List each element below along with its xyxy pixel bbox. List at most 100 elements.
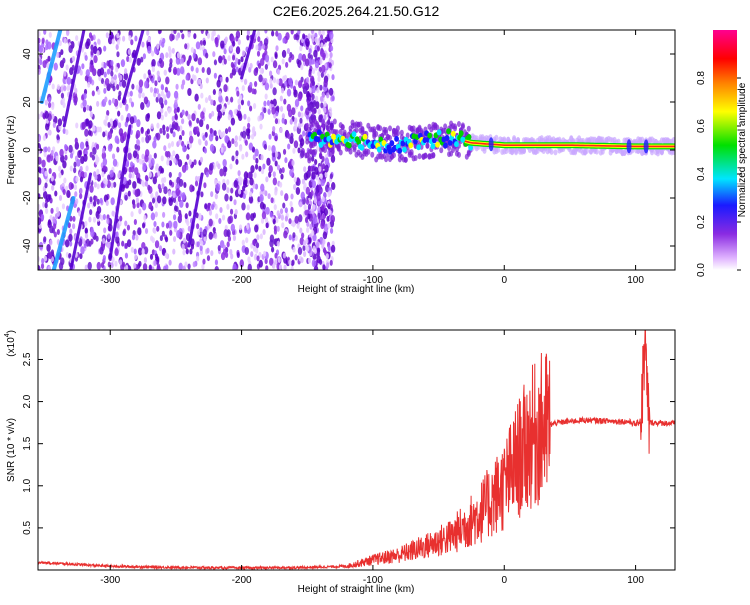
spectrogram-noise-cell — [136, 202, 140, 209]
spectrogram-noise-cell — [262, 163, 266, 170]
spectrogram-noise-cell — [156, 122, 160, 129]
spectrogram-signal-halo — [330, 147, 335, 154]
snr-series-line — [38, 330, 675, 570]
spectrogram-carrier-spur — [643, 139, 649, 154]
spectrogram-noise-cell — [320, 42, 324, 49]
spectrogram-noise-cell — [276, 225, 280, 232]
spectrogram-noise-cell — [88, 120, 93, 129]
spectrogram-noise-cell — [229, 72, 233, 79]
spectrogram-noise-cell — [227, 140, 232, 149]
spectrogram-noise-cell — [141, 136, 145, 143]
spectrogram-noise-cell — [171, 115, 175, 122]
spectrogram-noise-cell — [110, 59, 114, 66]
spectrogram-noise-cell — [135, 234, 139, 241]
spectrogram-noise-cell — [230, 253, 234, 260]
spectrogram-noise-cell — [43, 255, 48, 262]
spectrogram-noise-cell — [189, 135, 194, 144]
spectrogram-noise-cell — [312, 216, 318, 225]
spectrogram-noise-cell — [142, 263, 148, 270]
spectrogram-noise-cell — [144, 80, 149, 89]
spectrogram-noise-cell — [66, 30, 70, 37]
spectrogram-noise-cell — [132, 202, 136, 209]
spectrogram-noise-cell — [284, 193, 289, 202]
spectrogram-noise-cell — [251, 146, 256, 153]
spectrogram-signal-cell — [397, 147, 403, 154]
spectrogram-noise-cell — [300, 150, 305, 159]
spectrogram-noise-cell — [50, 149, 54, 156]
spectrogram-noise-cell — [307, 257, 312, 264]
spectrogram-noise-cell — [257, 42, 262, 51]
spectrogram-signal-halo — [313, 149, 318, 156]
spectrogram-noise-cell — [84, 128, 89, 137]
spectrogram-noise-cell — [156, 70, 160, 77]
spectrogram-noise-cell — [259, 196, 263, 203]
spectrogram-noise-cell — [155, 47, 160, 54]
spectrogram-noise-cell — [92, 146, 97, 155]
spectrogram-noise-cell — [146, 112, 151, 119]
snr-scale-close: ) — [6, 330, 17, 333]
spectrogram-signal-halo — [456, 120, 461, 127]
spectrogram-noise-cell — [188, 159, 192, 166]
spectrogram-noise-cell — [38, 147, 41, 154]
spectrogram-signal-halo — [370, 151, 375, 158]
spectrogram-noise-cell — [184, 213, 188, 220]
spectrogram-noise-cell — [170, 154, 174, 161]
spectrogram-noise-cell — [46, 62, 50, 69]
spectrogram-noise-cell — [75, 198, 79, 205]
spectrogram-noise-cell — [94, 195, 98, 202]
spectrogram-noise-cell — [243, 171, 249, 180]
spectrogram-noise-cell — [202, 39, 207, 46]
spectrogram-noise-cell — [288, 234, 292, 241]
spectrogram-noise-cell — [47, 146, 51, 153]
spectrogram-noise-cell — [319, 58, 323, 65]
spectrogram-noise-cell — [103, 87, 107, 94]
spectrogram-noise-cell — [233, 179, 239, 188]
spectrogram-noise-cell — [291, 160, 295, 167]
spectrogram-signal-halo — [311, 141, 316, 148]
spectrogram-noise-cell — [173, 30, 177, 35]
spectrogram-noise-cell — [54, 190, 58, 197]
spectrogram-noise-cell — [249, 62, 253, 69]
spectrogram-noise-cell — [113, 79, 118, 86]
spectrogram-noise-cell — [193, 33, 197, 40]
spectrogram-noise-cell — [237, 104, 241, 111]
spectrogram-noise-cell — [242, 126, 246, 133]
spectrogram-noise-cell — [251, 133, 255, 140]
spectrogram-noise-cell — [136, 144, 141, 151]
spectrogram-noise-cell — [290, 30, 294, 35]
spectrogram-noise-cell — [103, 71, 107, 78]
spectrogram-noise-cell — [216, 79, 221, 88]
colorbar-tick-label: 0.2 — [696, 215, 707, 229]
spectrogram-noise-cell — [305, 244, 309, 251]
spectrogram-noise-cell — [221, 214, 226, 221]
spectrogram-signal-cell — [376, 146, 382, 153]
spectrogram-noise-cell — [275, 30, 279, 37]
spectrogram-noise-cell — [148, 162, 152, 169]
spectrogram-noise-cell — [311, 230, 315, 237]
spectrogram-noise-cell — [327, 222, 331, 229]
spectrogram-signal-halo — [456, 151, 461, 158]
spectrogram-noise-cell — [234, 141, 239, 148]
spectrogram-noise-cell — [318, 30, 322, 36]
spectrogram-noise-cell — [302, 245, 306, 252]
spectrogram-signal-cell — [443, 142, 448, 149]
spectrogram-noise-cell — [200, 30, 204, 34]
spectrogram-noise-cell — [103, 227, 107, 234]
spectrogram-noise-cell — [85, 165, 89, 172]
spectrogram-noise-cell — [269, 82, 273, 89]
spectrogram-noise-cell — [128, 97, 133, 104]
spectrogram-noise-cell — [142, 162, 147, 171]
spectrogram-noise-cell — [270, 56, 274, 63]
spectrogram-signal-halo — [338, 128, 343, 135]
spectrogram-noise-cell — [252, 239, 256, 246]
spectrogram-noise-cell — [125, 161, 129, 168]
spectrogram-noise-cell — [322, 54, 326, 61]
spectrogram-noise-cell — [38, 166, 42, 173]
spectrogram-noise-cell — [282, 37, 286, 44]
spectrogram-noise-cell — [147, 157, 152, 164]
spectrogram-noise-cell — [99, 67, 105, 76]
spectrogram-noise-cell — [181, 192, 186, 201]
spectrogram-noise-cell — [226, 187, 230, 194]
spectrogram-noise-cell — [205, 123, 210, 130]
spectrogram-x-tick-label: -200 — [232, 275, 252, 286]
